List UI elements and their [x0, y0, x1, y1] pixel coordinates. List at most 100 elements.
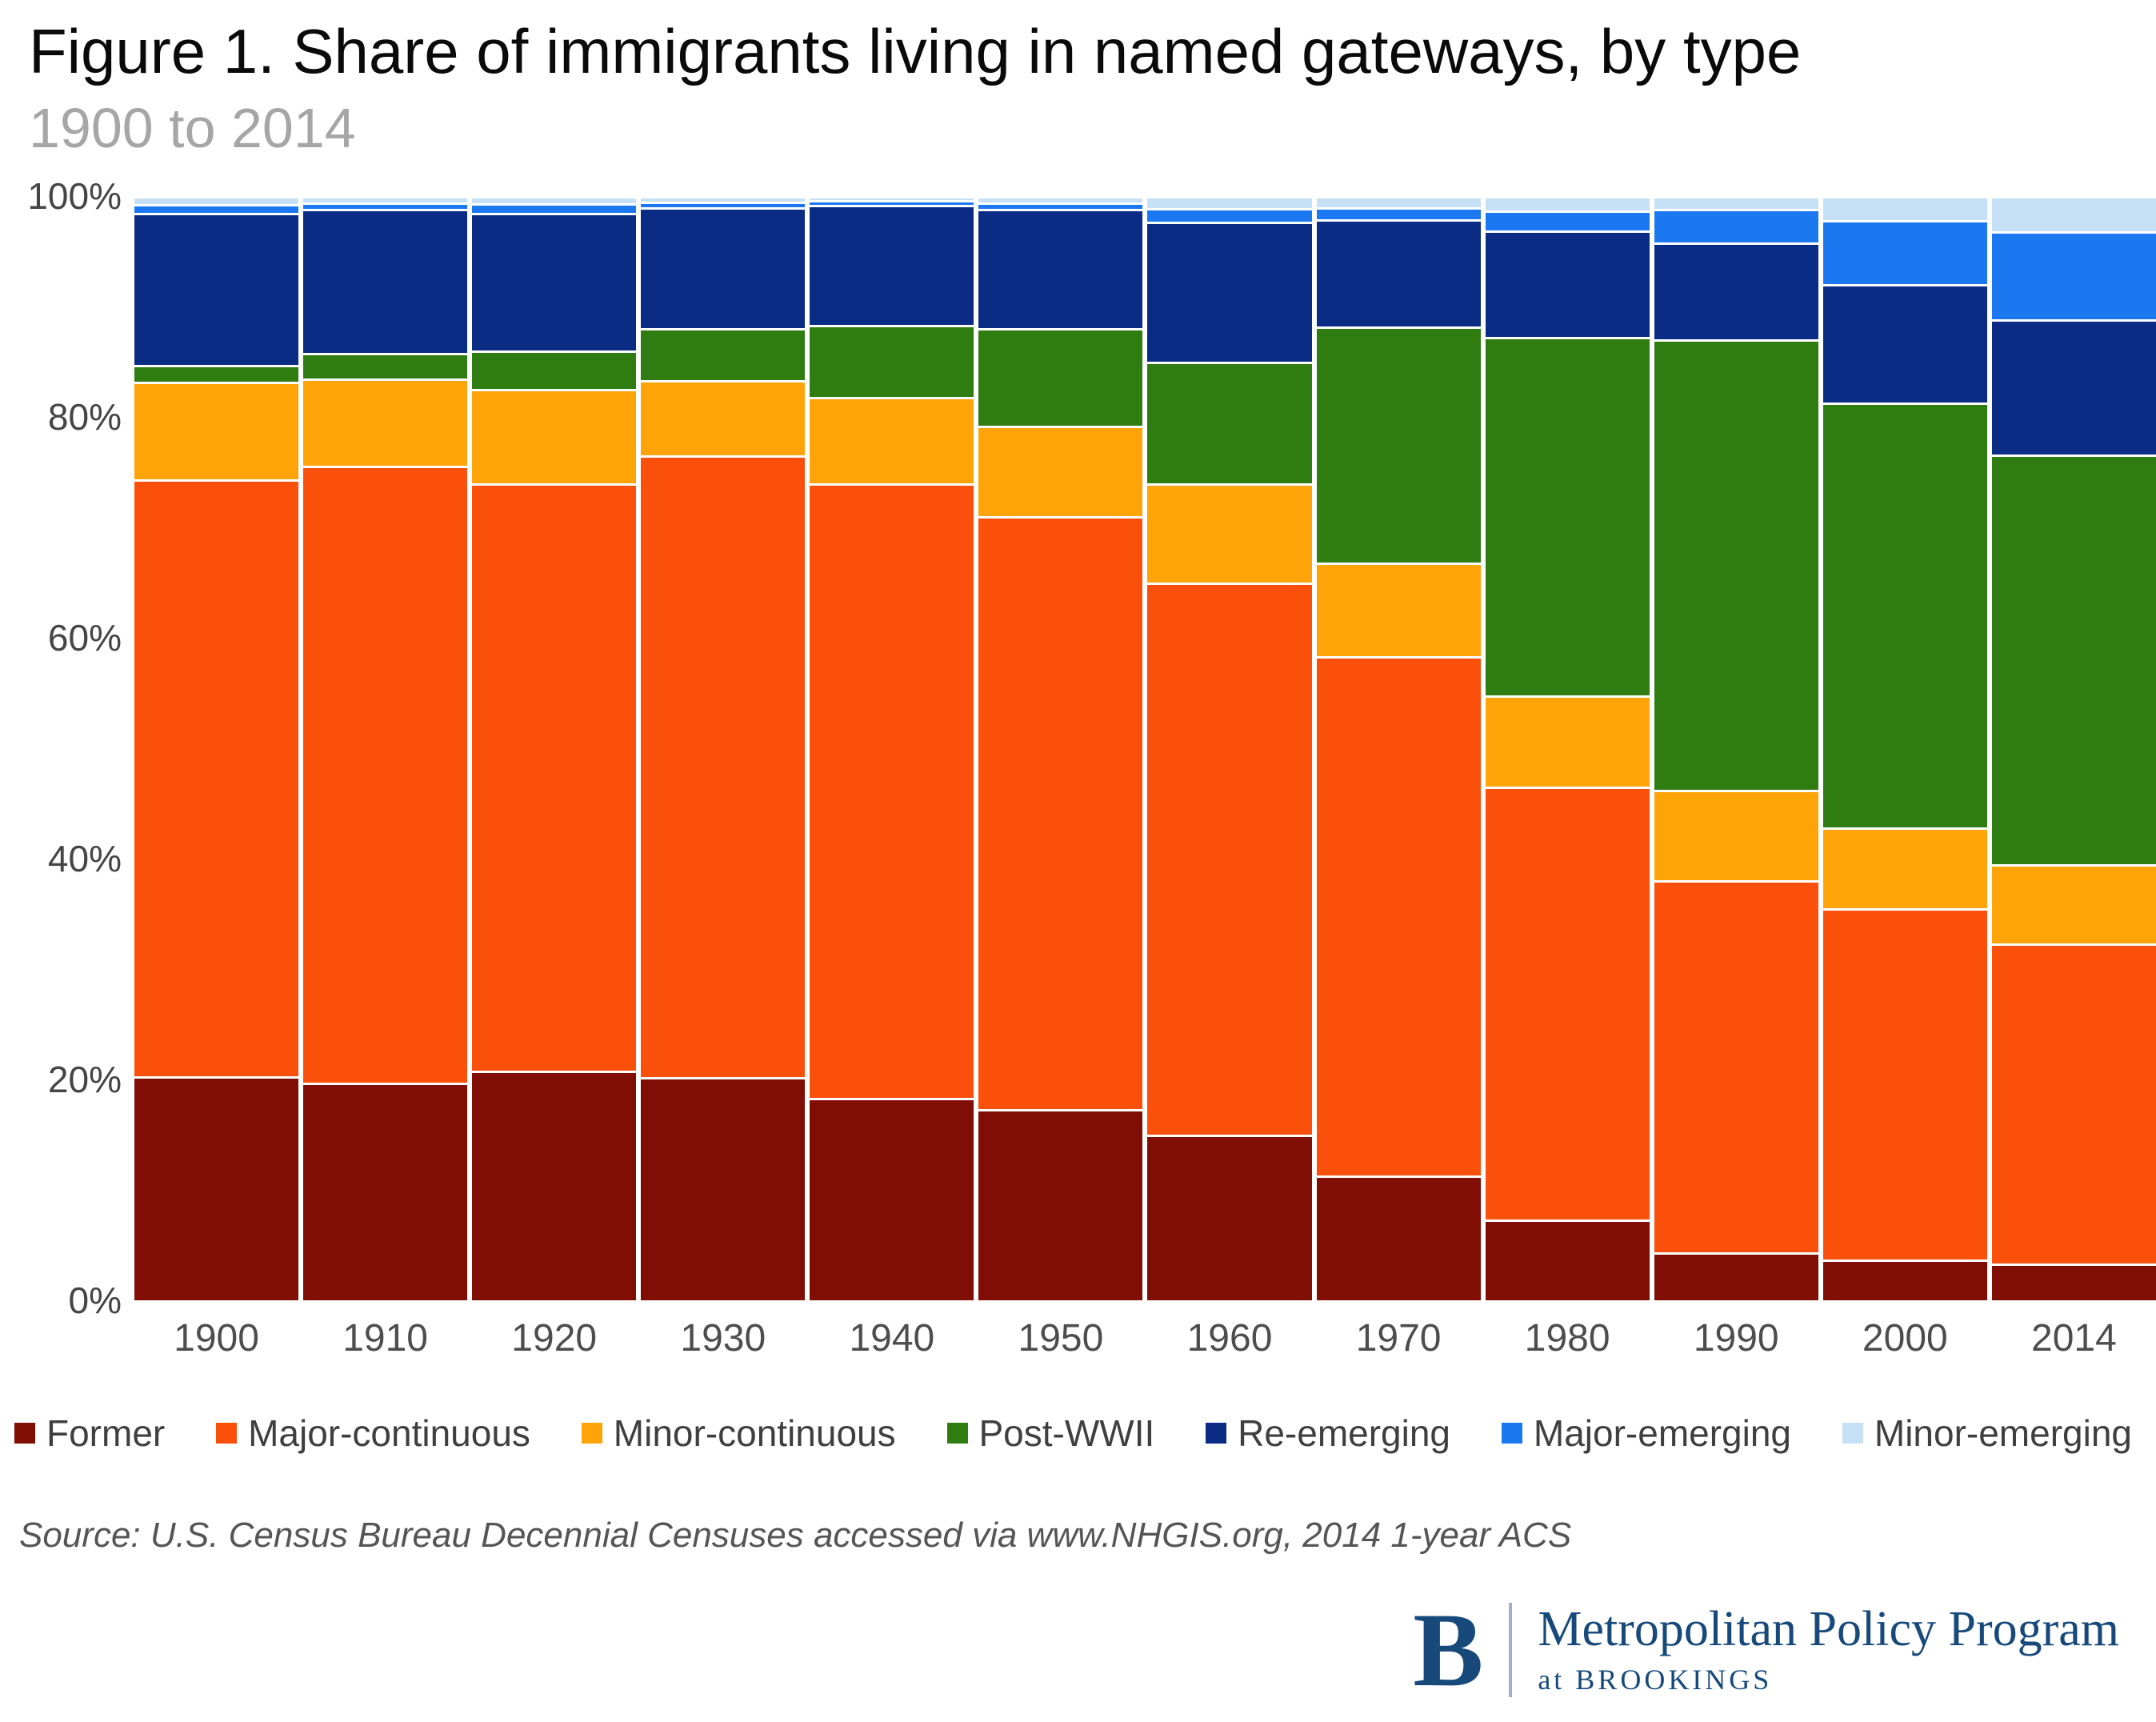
bar-segment-major-continuous — [472, 483, 637, 1071]
bar-segment-former — [1316, 1175, 1481, 1300]
bar-segment-major-continuous — [1654, 880, 1818, 1253]
bar-segment-post-wwii — [303, 352, 468, 378]
bar-segment-re-emerging — [810, 204, 974, 326]
legend-swatch-icon — [581, 1422, 602, 1444]
bar-segment-former — [1991, 1263, 2156, 1300]
bar-1980 — [1485, 195, 1650, 1300]
bar-1950 — [978, 195, 1143, 1300]
y-axis-tick-label: 0% — [68, 1279, 122, 1321]
legend-swatch-icon — [1206, 1422, 1227, 1444]
bar-segment-minor-continuous — [1316, 562, 1481, 657]
bar-segment-major-continuous — [1316, 656, 1481, 1175]
legend-swatch-icon — [946, 1422, 968, 1444]
legend-item-major-continuous: Major-continuous — [216, 1412, 530, 1455]
y-axis-tick-label: 80% — [47, 395, 122, 438]
bar-segment-minor-emerging — [1485, 195, 1650, 210]
bar-segment-former — [1147, 1134, 1312, 1300]
bar-segment-minor-continuous — [1991, 863, 2156, 944]
bar-segment-major-emerging — [1316, 206, 1481, 219]
legend-label: Minor-emerging — [1874, 1412, 2132, 1454]
bar-segment-major-emerging — [134, 203, 299, 213]
bar-1920 — [472, 195, 637, 1300]
bar-segment-re-emerging — [641, 206, 806, 329]
bar-segment-post-wwii — [472, 350, 637, 390]
program-org: at BROOKINGS — [1538, 1663, 1773, 1696]
bar-segment-minor-emerging — [641, 195, 806, 202]
y-axis-tick-label: 100% — [27, 174, 122, 217]
bar-1910 — [303, 195, 468, 1300]
bar-segment-major-continuous — [303, 465, 468, 1083]
bar-segment-re-emerging — [1991, 319, 2156, 455]
bar-segment-post-wwii — [1316, 326, 1481, 563]
x-axis-tick-label: 2000 — [1862, 1316, 1948, 1360]
bar-segment-post-wwii — [1654, 339, 1818, 791]
bar-segment-major-emerging — [303, 202, 468, 210]
bar-segment-post-wwii — [1147, 361, 1312, 483]
bar-segment-minor-continuous — [134, 381, 299, 480]
plot-area — [134, 195, 2156, 1300]
bar-segment-major-emerging — [1654, 209, 1818, 242]
source-note: Source: U.S. Census Bureau Decennial Cen… — [19, 1515, 1572, 1555]
bar-segment-major-emerging — [978, 202, 1143, 210]
y-axis-tick-label: 60% — [47, 616, 122, 659]
bar-segment-major-continuous — [1147, 582, 1312, 1135]
bar-segment-post-wwii — [134, 364, 299, 382]
bar-segment-major-continuous — [641, 455, 806, 1078]
bar-segment-major-emerging — [472, 203, 637, 213]
bar-segment-former — [978, 1109, 1143, 1300]
bar-segment-minor-continuous — [810, 396, 974, 483]
legend-item-minor-emerging: Minor-emerging — [1842, 1412, 2132, 1455]
bar-segment-former — [1822, 1259, 1987, 1300]
bar-segment-minor-continuous — [1147, 483, 1312, 583]
bar-segment-post-wwii — [978, 328, 1143, 426]
bar-1900 — [134, 195, 299, 1300]
x-axis-tick-label: 1940 — [849, 1316, 935, 1360]
bar-segment-former — [472, 1070, 637, 1300]
y-axis-tick-label: 40% — [47, 837, 122, 879]
bar-segment-major-continuous — [1485, 787, 1650, 1220]
legend-label: Minor-continuous — [613, 1412, 896, 1454]
bar-segment-post-wwii — [810, 325, 974, 397]
legend-item-post-wwii: Post-WWII — [946, 1412, 1155, 1455]
legend-label: Post-WWII — [978, 1412, 1155, 1454]
x-axis-tick-label: 1920 — [511, 1316, 598, 1360]
bar-segment-major-emerging — [1147, 208, 1312, 222]
bar-segment-minor-emerging — [134, 195, 299, 204]
bar-1960 — [1147, 195, 1312, 1300]
bar-segment-major-emerging — [1991, 231, 2156, 320]
bar-segment-re-emerging — [1147, 221, 1312, 362]
bar-segment-major-continuous — [134, 479, 299, 1076]
legend-swatch-icon — [216, 1422, 238, 1444]
bar-segment-re-emerging — [978, 209, 1143, 329]
bar-1940 — [810, 195, 974, 1300]
bar-1930 — [641, 195, 806, 1300]
bar-segment-minor-emerging — [810, 195, 974, 201]
bar-segment-post-wwii — [1485, 337, 1650, 695]
legend-label: Major-continuous — [248, 1412, 530, 1454]
bar-segment-minor-continuous — [472, 389, 637, 483]
legend-label: Former — [46, 1412, 166, 1454]
bar-segment-post-wwii — [1991, 454, 2156, 864]
x-axis-tick-label: 2014 — [2031, 1316, 2117, 1360]
bar-segment-minor-emerging — [1316, 195, 1481, 207]
bar-2014 — [1991, 195, 2156, 1300]
bar-segment-minor-continuous — [978, 425, 1143, 517]
bar-segment-major-continuous — [1822, 907, 1987, 1259]
x-axis-tick-label: 1990 — [1693, 1316, 1779, 1360]
brookings-b-logo: B — [1413, 1591, 1484, 1708]
bar-segment-post-wwii — [1822, 402, 1987, 828]
bar-segment-major-emerging — [1485, 210, 1650, 230]
x-axis-labels: 1900 1910 1920 1930 1940 1950 1960 1970 1980 1990… — [134, 1316, 2156, 1360]
logo-text-block: Metropolitan Policy Program at BROOKINGS — [1538, 1604, 2119, 1696]
bar-segment-major-continuous — [1991, 943, 2156, 1264]
bar-segment-major-emerging — [641, 201, 806, 207]
x-axis-tick-label: 1910 — [342, 1316, 428, 1360]
x-axis-tick-label: 1930 — [680, 1316, 766, 1360]
bar-segment-major-continuous — [978, 516, 1143, 1110]
legend-item-re-emerging: Re-emerging — [1206, 1412, 1450, 1455]
legend-item-minor-continuous: Minor-continuous — [581, 1412, 896, 1455]
x-axis-tick-label: 1900 — [174, 1316, 259, 1360]
bar-segment-re-emerging — [1485, 230, 1650, 338]
brookings-logo: B Metropolitan Policy Program at BROOKIN… — [1413, 1597, 2119, 1703]
